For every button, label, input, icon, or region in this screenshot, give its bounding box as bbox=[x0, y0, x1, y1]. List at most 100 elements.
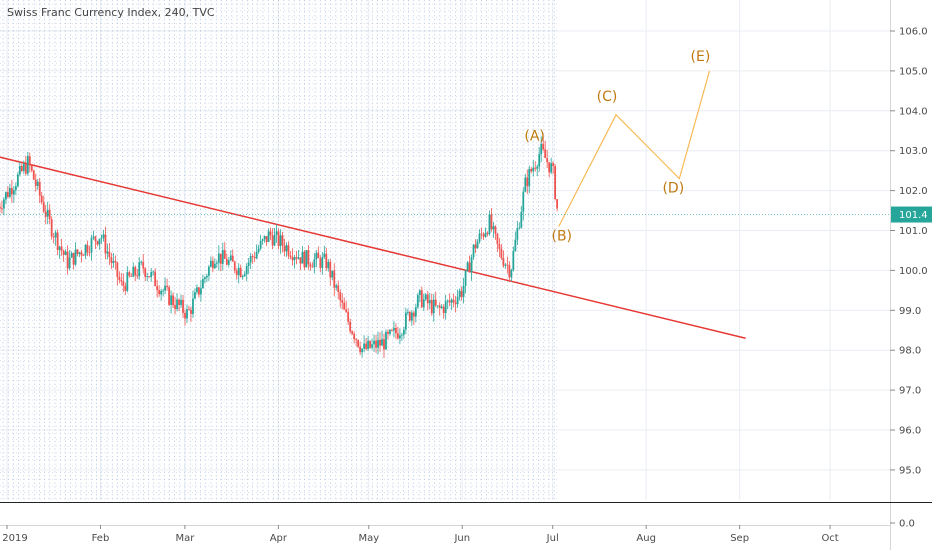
candle-body bbox=[235, 270, 238, 276]
candle-body bbox=[474, 244, 477, 249]
wave-label: (E) bbox=[691, 49, 711, 65]
candle-body bbox=[80, 252, 83, 256]
candle-body bbox=[460, 290, 463, 297]
candle-body bbox=[12, 190, 15, 195]
candle-body bbox=[60, 246, 63, 251]
candle-body bbox=[512, 251, 515, 270]
candle-body bbox=[180, 299, 182, 305]
candle-body bbox=[500, 248, 503, 259]
candle-body bbox=[331, 270, 334, 278]
candle-body bbox=[341, 300, 344, 303]
candle-body bbox=[450, 299, 453, 303]
candle-body bbox=[134, 267, 137, 276]
candle-body bbox=[367, 340, 369, 349]
candle-body bbox=[24, 164, 27, 174]
candle-body bbox=[402, 329, 405, 335]
candle-body bbox=[92, 236, 95, 238]
candle-body bbox=[510, 269, 513, 278]
candle-body bbox=[54, 232, 57, 238]
candle-body bbox=[488, 214, 491, 235]
candle-body bbox=[369, 340, 371, 348]
last-price-label: 101.4 bbox=[899, 210, 928, 221]
candle-body bbox=[106, 251, 109, 254]
candle-body bbox=[404, 312, 407, 330]
candle-body bbox=[7, 192, 9, 197]
x-tick-label: 2019 bbox=[2, 533, 27, 544]
candle-body bbox=[76, 249, 79, 254]
projection-dot-grid bbox=[0, 0, 559, 500]
candle-body bbox=[1, 208, 3, 210]
wave-projection[interactable]: (A) (B) (C) (D) (E) bbox=[524, 49, 710, 245]
elliott-wave-projection[interactable] bbox=[558, 70, 711, 227]
candle-body bbox=[62, 250, 65, 255]
candle-body bbox=[38, 181, 41, 196]
candle-body bbox=[247, 262, 250, 266]
candle-body bbox=[319, 258, 322, 269]
candle-body bbox=[74, 249, 77, 265]
candle-body bbox=[50, 219, 53, 237]
candle-body bbox=[426, 294, 429, 304]
candle-body bbox=[337, 285, 340, 293]
candle-body bbox=[365, 343, 367, 349]
candle-body bbox=[186, 309, 188, 319]
candle-body bbox=[444, 301, 447, 314]
candle-body bbox=[174, 305, 176, 310]
candle-body bbox=[194, 292, 196, 299]
candle-body bbox=[349, 321, 352, 332]
candle-body bbox=[287, 245, 290, 256]
candle-body bbox=[357, 339, 360, 347]
grid bbox=[0, 0, 890, 500]
candle-body bbox=[315, 252, 318, 260]
candle-body bbox=[532, 167, 535, 172]
candle-body bbox=[162, 290, 165, 292]
candle-body bbox=[333, 270, 336, 288]
candle-body bbox=[267, 231, 270, 242]
y-tick-label: 104.0 bbox=[899, 106, 928, 117]
candle-body bbox=[34, 179, 37, 186]
candle-body bbox=[178, 299, 180, 305]
candle-body bbox=[311, 266, 314, 268]
candle-body bbox=[72, 252, 75, 265]
candle-body bbox=[303, 251, 306, 268]
x-tick-label: Apr bbox=[270, 533, 288, 544]
candle-body bbox=[522, 191, 525, 212]
candle-body bbox=[156, 286, 159, 291]
candle-body bbox=[100, 237, 103, 239]
candle-body bbox=[359, 346, 362, 353]
candle-body bbox=[399, 335, 401, 339]
candle-body bbox=[253, 257, 256, 259]
candle-body bbox=[128, 272, 131, 276]
candle-body bbox=[482, 234, 485, 237]
candle-body bbox=[8, 188, 11, 197]
wave-label: (C) bbox=[597, 89, 618, 105]
candle-body bbox=[160, 290, 163, 295]
candle-body bbox=[422, 299, 425, 308]
candle-body bbox=[96, 241, 99, 245]
candle-body bbox=[279, 235, 282, 247]
candle-body bbox=[148, 276, 151, 278]
candle-body bbox=[361, 348, 364, 353]
trendline[interactable] bbox=[0, 156, 746, 339]
candle-body bbox=[78, 252, 81, 254]
y-tick-label: 96.0 bbox=[899, 426, 921, 437]
candle-body bbox=[166, 285, 168, 288]
candle-body bbox=[442, 306, 445, 314]
candle-body bbox=[307, 250, 310, 265]
resistance-trendline[interactable] bbox=[0, 156, 746, 339]
candle-body bbox=[375, 340, 377, 348]
candle-body bbox=[277, 231, 280, 247]
candle-body bbox=[130, 275, 133, 277]
candle-body bbox=[385, 331, 387, 350]
x-tick-label: Oct bbox=[821, 533, 838, 544]
candle-body bbox=[231, 255, 234, 262]
y-tick-label: 98.0 bbox=[899, 346, 921, 357]
candle-body bbox=[387, 331, 389, 334]
candle-body bbox=[259, 240, 262, 249]
candle-body bbox=[200, 288, 202, 295]
y-tick-label: 102.0 bbox=[899, 186, 928, 197]
candle-body bbox=[16, 174, 19, 187]
candle-body bbox=[28, 156, 31, 166]
candle-body bbox=[84, 244, 87, 256]
candle-body bbox=[82, 255, 85, 257]
